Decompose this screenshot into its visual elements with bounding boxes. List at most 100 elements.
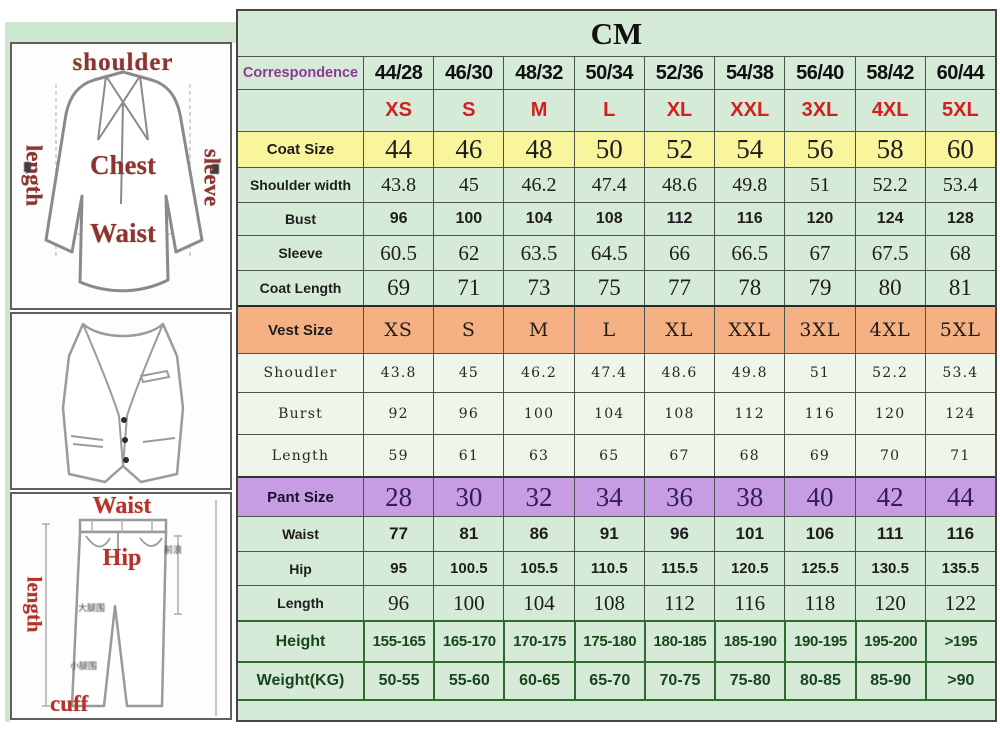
cell-pant-size-col7: 42: [854, 478, 925, 516]
col-header-5: 54/38: [714, 57, 784, 89]
table-row-height: Height 155-165 165-170 170-175 175-180 180-18…: [238, 620, 995, 661]
cell-shoulder-width-col4: 48.6: [643, 168, 714, 202]
cell-bust-col5: 116: [714, 203, 784, 235]
cell-vest-length-col7: 70: [854, 435, 925, 476]
cell-shoulder-width-col2: 46.2: [503, 168, 573, 202]
col-header-6: 56/40: [784, 57, 854, 89]
table-row-weight: Weight(KG) 50-55 55-60 60-65 65-70 70-75 75-80…: [238, 661, 995, 701]
cell-coat-size-col4: 52: [643, 132, 714, 167]
vest-diagram: [10, 312, 232, 490]
cell-pant-waist-col1: 81: [433, 517, 503, 551]
cell-pant-waist-col8: 116: [924, 517, 995, 551]
cell-pant-length-col2: 104: [503, 586, 573, 620]
cell-coat-length-col0: 69: [363, 271, 433, 305]
table-row-shoulder-width: Shoulder width 43.8 45 46.2 47.4 48.6 49.8 51 52…: [238, 167, 995, 202]
table-row-sleeve: Sleeve 60.5 62 63.5 64.5 66 66.5 67 67.5 68: [238, 235, 995, 270]
pants-hip-label: Hip: [102, 545, 142, 571]
size-3: L: [573, 90, 644, 131]
cell-coat-length-col8: 81: [924, 271, 995, 305]
row-label-vest-length: Length: [271, 447, 330, 464]
cell-height-col1: 165-170: [433, 622, 503, 661]
cell-pant-size-col1: 30: [433, 478, 503, 516]
cell-height-col6: 190-195: [784, 622, 854, 661]
cell-bust-col8: 128: [924, 203, 995, 235]
cell-vest-length-col6: 69: [784, 435, 854, 476]
cell-vest-shoulder-col1: 45: [433, 354, 503, 392]
size-0: XS: [363, 90, 433, 131]
table-row-pant-length: Length 96 100 104 108 112 116 118 120 122: [238, 585, 995, 620]
cell-pant-size-col4: 36: [643, 478, 714, 516]
col-header-1: 46/30: [433, 57, 503, 89]
row-label-pant-size: Pant Size: [267, 488, 334, 506]
cell-pant-length-col7: 120: [854, 586, 925, 620]
table-row-bust: Bust 96 100 104 108 112 116 120 124 128: [238, 202, 995, 235]
cell-weight-col3: 65-70: [573, 663, 644, 699]
row-label-vest-size: Vest Size: [267, 321, 334, 339]
cell-coat-size-col3: 50: [573, 132, 644, 167]
cell-vest-size-col7: 4XL: [854, 307, 925, 353]
cell-sleeve-col7: 67.5: [854, 236, 925, 270]
jacket-left-measure-mark: [24, 162, 31, 172]
jacket-chest-label: Chest: [90, 150, 156, 180]
size-2: M: [503, 90, 573, 131]
cell-vest-size-col4: XL: [643, 307, 714, 353]
cell-vest-bust-col8: 124: [924, 393, 995, 434]
pants-front-rise-annotation: 前浪: [164, 545, 183, 555]
pants-cuff-label: cuff: [50, 691, 89, 716]
cell-pant-waist-col2: 86: [503, 517, 573, 551]
cell-vest-size-col6: 3XL: [784, 307, 854, 353]
vest-sketch: [61, 322, 185, 484]
cell-bust-col6: 120: [784, 203, 854, 235]
cell-pant-waist-col0: 77: [363, 517, 433, 551]
cell-weight-col5: 75-80: [714, 663, 784, 699]
cell-height-col2: 170-175: [503, 622, 573, 661]
cell-pant-size-col3: 34: [573, 478, 644, 516]
cell-coat-length-col6: 79: [784, 271, 854, 305]
top-green-band: [5, 22, 236, 43]
cell-vest-length-col2: 63: [503, 435, 573, 476]
cell-coat-size-col6: 56: [784, 132, 854, 167]
cell-coat-size-col8: 60: [924, 132, 995, 167]
left-green-sliver: [5, 22, 10, 722]
cell-pant-length-col3: 108: [573, 586, 644, 620]
row-label-weight: Weight(KG): [256, 672, 345, 689]
row-label-pant-waist: Waist: [282, 526, 319, 542]
pants-diagram: Waist length Hip cuff 前浪 大腿围 小腿围: [10, 492, 232, 720]
cell-sleeve-col0: 60.5: [363, 236, 433, 270]
cell-vest-shoulder-col2: 46.2: [503, 354, 573, 392]
table-row-vest-size: Vest Size XS S M L XL XXL 3XL 4XL 5XL: [238, 305, 995, 353]
cell-vest-bust-col7: 120: [854, 393, 925, 434]
cell-coat-size-col0: 44: [363, 132, 433, 167]
cell-sleeve-col6: 67: [784, 236, 854, 270]
cell-pant-hip-col1: 100.5: [433, 552, 503, 585]
cell-shoulder-width-col5: 49.8: [714, 168, 784, 202]
cell-pant-hip-col5: 120.5: [714, 552, 784, 585]
cell-sleeve-col8: 68: [924, 236, 995, 270]
cell-sleeve-col1: 62: [433, 236, 503, 270]
cell-weight-col4: 70-75: [643, 663, 714, 699]
cell-pant-size-col5: 38: [714, 478, 784, 516]
cell-vest-size-col5: XXL: [714, 307, 784, 353]
table-row-coat-size: Coat Size 44 46 48 50 52 54 56 58 60: [238, 131, 995, 167]
cell-pant-hip-col2: 105.5: [503, 552, 573, 585]
cell-height-col7: 195-200: [854, 622, 925, 661]
cell-bust-col4: 112: [643, 203, 714, 235]
cell-vest-bust-col2: 100: [503, 393, 573, 434]
cell-coat-length-col3: 75: [573, 271, 644, 305]
cell-vest-bust-col1: 96: [433, 393, 503, 434]
col-header-2: 48/32: [503, 57, 573, 89]
col-header-4: 52/36: [643, 57, 714, 89]
cell-vest-bust-col0: 92: [363, 393, 433, 434]
size-row-empty-label: [238, 90, 363, 131]
cell-sleeve-col3: 64.5: [573, 236, 644, 270]
size-letter-row: XS S M L XL XXL 3XL 4XL 5XL: [238, 89, 995, 131]
size-5: XXL: [714, 90, 784, 131]
table-row-coat-length: Coat Length 69 71 73 75 77 78 79 80 81: [238, 270, 995, 305]
cell-vest-bust-col5: 112: [714, 393, 784, 434]
cell-pant-size-col6: 40: [784, 478, 854, 516]
row-label-coat-length: Coat Length: [259, 280, 342, 296]
cell-weight-col2: 60-65: [503, 663, 573, 699]
size-1: S: [433, 90, 503, 131]
row-label-bust: Bust: [284, 211, 317, 227]
cell-height-col0: 155-165: [363, 622, 433, 661]
